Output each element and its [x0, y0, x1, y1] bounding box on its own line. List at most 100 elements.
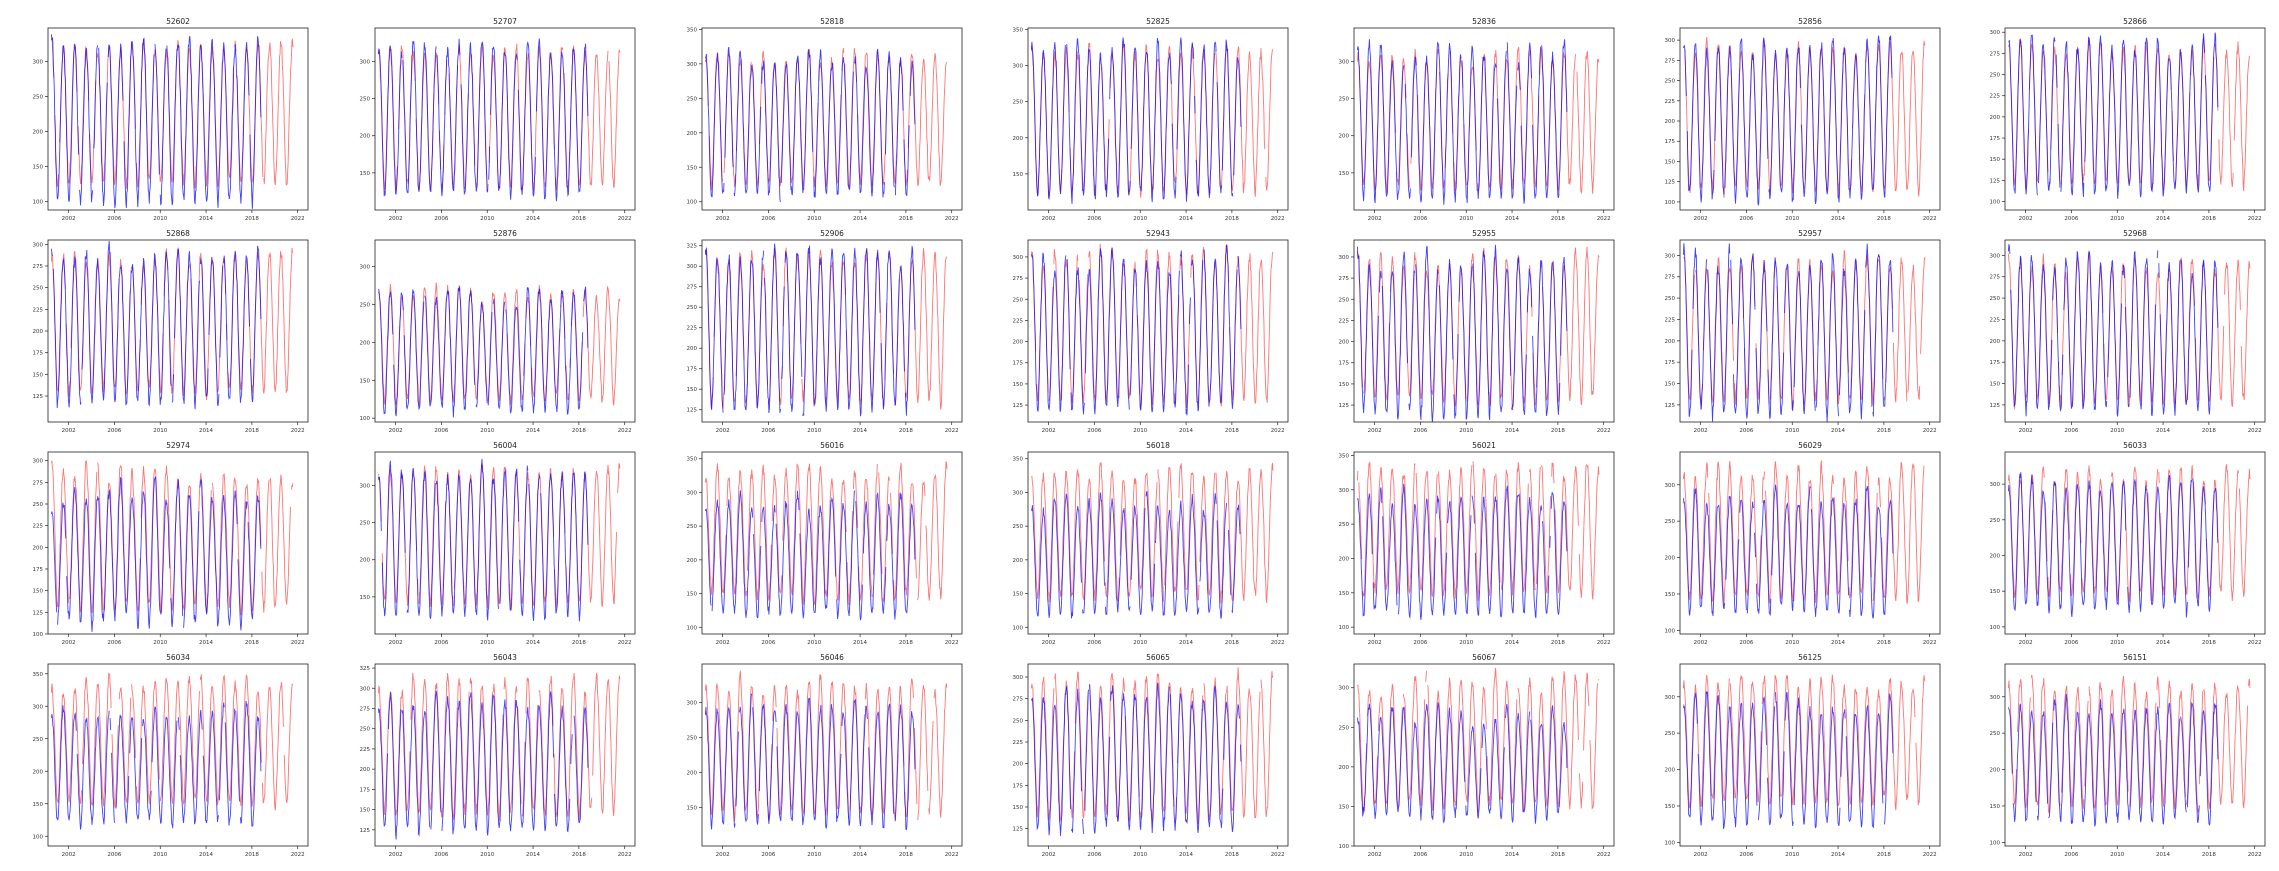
- x-tick-label: 2022: [2248, 852, 2262, 858]
- y-tick-label: 200: [360, 767, 371, 773]
- x-tick-label: 2006: [1087, 216, 1101, 222]
- x-tick-label: 2014: [526, 640, 540, 646]
- y-tick-label: 175: [1665, 139, 1676, 145]
- y-tick-label: 100: [33, 200, 44, 206]
- x-tick-label: 2014: [853, 640, 867, 646]
- red-series-line: [50, 460, 294, 616]
- y-tick-label: 150: [1339, 591, 1350, 597]
- x-tick-label: 2018: [245, 216, 259, 222]
- y-tick-label: 200: [1665, 768, 1676, 774]
- x-tick-label: 2018: [572, 216, 586, 222]
- x-tick-label: 2002: [716, 640, 730, 646]
- x-tick-label: 2002: [62, 852, 76, 858]
- y-tick-label: 200: [1339, 340, 1350, 346]
- plot-frame: [1679, 239, 1941, 423]
- x-tick-label: 2010: [1785, 428, 1799, 434]
- y-tick-label: 100: [1665, 200, 1676, 206]
- y-tick-label: 275: [33, 264, 44, 270]
- x-tick-label: 2014: [526, 852, 540, 858]
- y-tick-label: 225: [1665, 317, 1676, 323]
- y-tick-label: 100: [1013, 625, 1024, 631]
- plot-frame: [1027, 27, 1289, 211]
- y-tick-label: 250: [1013, 718, 1024, 724]
- blue-series-line: [377, 38, 589, 202]
- x-tick-label: 2022: [1923, 428, 1937, 434]
- x-tick-label: 2002: [1042, 852, 1056, 858]
- subplot-52974: 52974 2002 2006 2010 2014 2018 2022 100 125 150 17…: [33, 441, 309, 646]
- x-tick-label: 2010: [480, 852, 494, 858]
- y-tick-label: 175: [687, 367, 698, 373]
- y-tick-label: 125: [1013, 403, 1024, 409]
- x-tick-label: 2022: [1597, 428, 1611, 434]
- y-tick-label: 250: [687, 736, 698, 742]
- y-tick-label: 200: [33, 545, 44, 551]
- x-tick-label: 2006: [761, 640, 775, 646]
- y-tick-label: 200: [1665, 339, 1676, 345]
- x-tick-label: 2018: [245, 640, 259, 646]
- x-tick-label: 2022: [2248, 640, 2262, 646]
- y-tick-label: 250: [33, 286, 44, 292]
- plot-frame: [701, 663, 963, 847]
- y-tick-label: 175: [360, 787, 371, 793]
- subplot-title: 56043: [493, 653, 517, 662]
- x-tick-label: 2002: [62, 216, 76, 222]
- y-tick-label: 250: [1665, 79, 1676, 85]
- subplot-52866: 52866 2002 2006 2010 2014 2018 2022 100 125 150 17…: [1990, 17, 2266, 222]
- y-tick-label: 100: [33, 632, 44, 638]
- y-tick-label: 150: [360, 808, 371, 814]
- y-tick-label: 300: [1339, 488, 1350, 494]
- y-tick-label: 100: [1990, 625, 2001, 631]
- subplot-52957: 52957 2002 2006 2010 2014 2018 2022 125 150 175 20…: [1665, 229, 1941, 434]
- y-tick-label: 125: [1665, 180, 1676, 186]
- plot-frame: [2004, 239, 2266, 423]
- y-tick-label: 250: [1990, 731, 2001, 737]
- y-tick-label: 250: [687, 305, 698, 311]
- subplot-52906: 52906 2002 2006 2010 2014 2018 2022 125 150 175 20…: [687, 229, 963, 434]
- y-tick-label: 150: [687, 387, 698, 393]
- x-tick-label: 2018: [1551, 216, 1565, 222]
- x-tick-label: 2014: [853, 852, 867, 858]
- y-tick-label: 250: [687, 96, 698, 102]
- x-tick-label: 2010: [153, 216, 167, 222]
- y-tick-label: 100: [1665, 840, 1676, 846]
- blue-series-line: [704, 243, 916, 417]
- y-tick-label: 150: [1665, 804, 1676, 810]
- x-tick-label: 2010: [1785, 640, 1799, 646]
- subplot-title: 52818: [820, 17, 844, 26]
- y-tick-label: 275: [33, 480, 44, 486]
- subplot-title: 52906: [820, 229, 844, 238]
- y-tick-label: 300: [687, 62, 698, 68]
- x-tick-label: 2022: [1597, 640, 1611, 646]
- x-tick-label: 2018: [2202, 852, 2216, 858]
- subplot-52968: 52968 2002 2006 2010 2014 2018 2022 125 150 175 20…: [1990, 229, 2266, 434]
- x-tick-label: 2018: [572, 852, 586, 858]
- y-tick-label: 250: [1013, 297, 1024, 303]
- subplot-title: 56067: [1472, 653, 1496, 662]
- y-tick-label: 250: [1990, 73, 2001, 79]
- x-tick-label: 2022: [291, 852, 305, 858]
- y-tick-label: 125: [33, 394, 44, 400]
- y-tick-label: 175: [1013, 783, 1024, 789]
- y-tick-label: 275: [687, 285, 698, 291]
- subplot-title: 52868: [166, 229, 190, 238]
- y-tick-label: 200: [1339, 134, 1350, 140]
- y-tick-label: 250: [360, 302, 371, 308]
- x-tick-label: 2014: [526, 428, 540, 434]
- x-tick-label: 2006: [434, 216, 448, 222]
- y-tick-label: 150: [1665, 592, 1676, 598]
- x-tick-label: 2002: [1368, 640, 1382, 646]
- x-tick-label: 2022: [1923, 852, 1937, 858]
- y-tick-label: 300: [1990, 253, 2001, 259]
- blue-series-line: [377, 458, 589, 622]
- subplot-52876: 52876 2002 2006 2010 2014 2018 2022 100 150 200 25…: [360, 229, 636, 434]
- y-tick-label: 250: [360, 97, 371, 103]
- subplot-title: 56016: [820, 441, 844, 450]
- x-tick-label: 2010: [807, 216, 821, 222]
- red-series-line: [1682, 674, 1926, 811]
- subplot-52868: 52868 2002 2006 2010 2014 2018 2022 125 150 175 20…: [33, 229, 309, 434]
- blue-series-line: [2007, 472, 2219, 618]
- red-series-line: [377, 672, 621, 821]
- y-tick-label: 125: [687, 408, 698, 414]
- subplot-title: 52866: [2123, 17, 2147, 26]
- y-tick-label: 300: [1990, 482, 2001, 488]
